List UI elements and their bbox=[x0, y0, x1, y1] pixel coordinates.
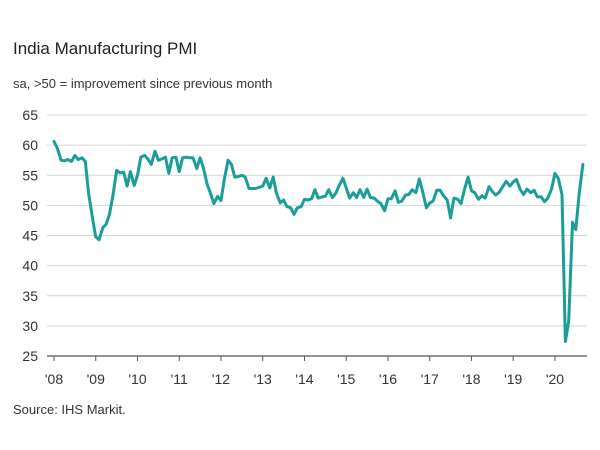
chart-source: Source: IHS Markit. bbox=[13, 402, 126, 417]
x-axis-ticks: '08 '09 '10 '11 '12 '13 '14 '15 '16 '17 '18 '19 '20 bbox=[45, 356, 564, 387]
y-tick-label: 40 bbox=[22, 258, 38, 274]
y-tick-label: 45 bbox=[22, 228, 38, 244]
y-axis-ticks: 25 30 35 40 45 50 55 60 65 bbox=[22, 107, 38, 364]
x-tick-label: '20 bbox=[546, 371, 564, 387]
x-tick-label: '14 bbox=[295, 371, 313, 387]
y-tick-label: 30 bbox=[22, 318, 38, 334]
x-tick-label: '10 bbox=[128, 371, 146, 387]
x-tick-label: '16 bbox=[379, 371, 397, 387]
y-tick-label: 60 bbox=[22, 137, 38, 153]
x-tick-label: '17 bbox=[421, 371, 439, 387]
x-tick-label: '08 bbox=[45, 371, 63, 387]
x-tick-label: '13 bbox=[254, 371, 272, 387]
gridlines bbox=[47, 114, 587, 357]
chart-title: India Manufacturing PMI bbox=[13, 39, 198, 58]
x-tick-label: '19 bbox=[504, 371, 522, 387]
y-tick-label: 35 bbox=[22, 288, 38, 304]
x-tick-label: '11 bbox=[171, 371, 188, 387]
x-tick-label: '18 bbox=[462, 371, 480, 387]
y-tick-label: 50 bbox=[22, 197, 38, 213]
series-line-pmi bbox=[52, 140, 585, 343]
y-tick-label: 55 bbox=[22, 167, 38, 183]
series-lines bbox=[52, 140, 585, 343]
y-tick-label: 65 bbox=[22, 107, 38, 123]
x-tick-label: '09 bbox=[87, 371, 105, 387]
chart-subtitle: sa, >50 = improvement since previous mon… bbox=[13, 76, 273, 91]
x-tick-label: '15 bbox=[337, 371, 355, 387]
y-tick-label: 25 bbox=[22, 348, 38, 364]
x-tick-label: '12 bbox=[212, 371, 230, 387]
